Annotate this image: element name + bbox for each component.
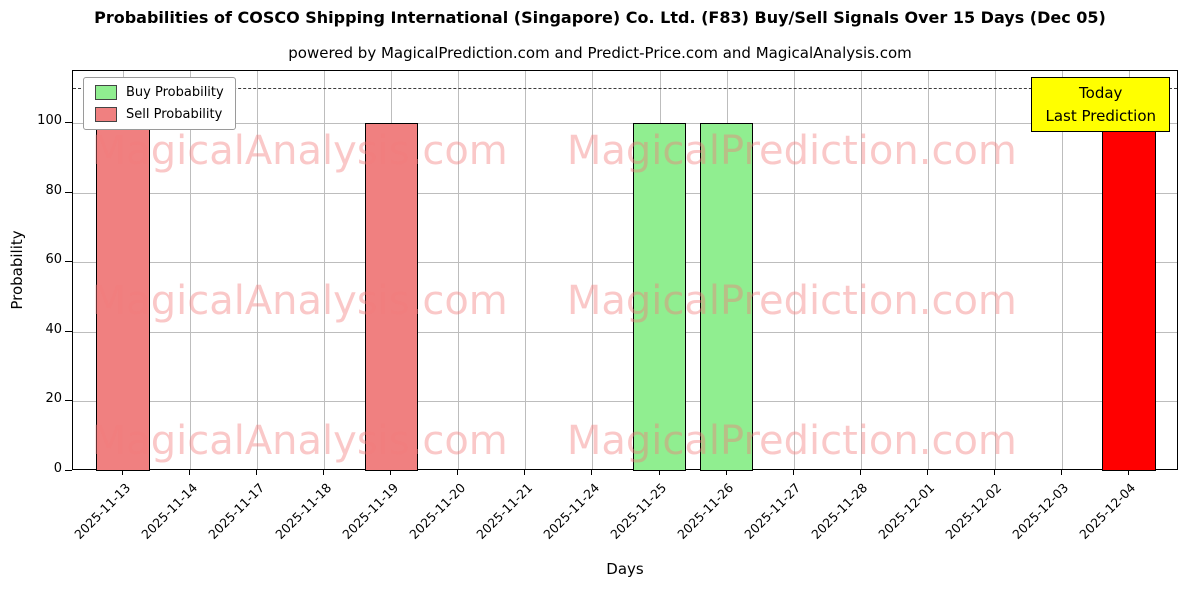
horizontal-gridline — [73, 331, 1177, 333]
y-tick-label: 80 — [45, 182, 62, 198]
x-tick-text: 2025-12-01 — [875, 480, 938, 542]
bar-2025-12-04 — [1101, 123, 1156, 471]
x-tick-text: 2025-11-13 — [70, 480, 133, 542]
x-tick-mark — [323, 470, 325, 475]
vertical-gridline — [592, 71, 594, 469]
horizontal-gridline — [73, 401, 1177, 403]
horizontal-gridline — [73, 262, 1177, 264]
x-axis-label: Days — [606, 560, 644, 578]
y-tick-label: 100 — [37, 113, 62, 129]
vertical-gridline — [257, 71, 259, 469]
x-tick-mark — [1127, 470, 1129, 475]
today-annotation-line1: Today — [1079, 84, 1123, 102]
y-tick-mark — [65, 191, 72, 193]
legend-swatch-sell — [95, 107, 117, 122]
y-tick-mark — [65, 400, 72, 402]
x-tick-text: 2025-11-24 — [540, 480, 603, 542]
vertical-gridline — [994, 71, 996, 469]
horizontal-gridline — [73, 192, 1177, 194]
vertical-gridline — [190, 71, 192, 469]
vertical-gridline — [860, 71, 862, 469]
legend-swatch-buy — [95, 85, 117, 100]
bar-2025-11-26 — [699, 123, 754, 471]
y-tick-label: 20 — [45, 391, 62, 407]
plot-area: Buy Probability Sell Probability Today L… — [72, 70, 1178, 471]
x-tick-mark — [256, 470, 258, 475]
horizontal-gridline — [73, 123, 1177, 125]
vertical-gridline — [525, 71, 527, 469]
today-annotation-line2: Last Prediction — [1045, 106, 1156, 125]
today-annotation: Today Last Prediction — [1031, 77, 1170, 132]
vertical-gridline — [1061, 71, 1063, 469]
y-tick-label: 40 — [45, 321, 62, 337]
legend-sell-label: Sell Probability — [126, 107, 223, 122]
chart-subtitle: powered by MagicalPrediction.com and Pre… — [288, 44, 912, 62]
x-tick-text: 2025-11-20 — [406, 480, 469, 542]
bar-2025-11-13 — [96, 123, 151, 471]
x-tick-text: 2025-11-26 — [674, 480, 737, 542]
x-tick-text: 2025-11-14 — [137, 480, 200, 542]
chart-title: Probabilities of COSCO Shipping Internat… — [94, 8, 1106, 27]
x-tick-mark — [993, 470, 995, 475]
y-tick-mark — [65, 122, 72, 124]
y-tick-label: 60 — [45, 252, 62, 268]
x-tick-mark — [591, 470, 593, 475]
vertical-gridline — [458, 71, 460, 469]
watermark-text: MagicalAnalysis.com — [91, 128, 508, 174]
x-tick-mark — [1060, 470, 1062, 475]
y-tick-label: 0 — [53, 461, 62, 476]
x-tick-text: 2025-11-28 — [808, 480, 871, 542]
watermark-text: MagicalAnalysis.com — [91, 278, 508, 324]
x-tick-text: 2025-11-25 — [607, 480, 670, 542]
legend-item-buy: Buy Probability — [95, 85, 224, 100]
x-tick-mark — [792, 470, 794, 475]
vertical-gridline — [324, 71, 326, 469]
x-tick-mark — [658, 470, 660, 475]
bar-2025-11-19 — [364, 123, 419, 471]
legend-item-sell: Sell Probability — [95, 107, 224, 122]
y-axis-label: Probability — [8, 230, 26, 310]
x-tick-mark — [524, 470, 526, 475]
x-tick-mark — [457, 470, 459, 475]
x-tick-mark — [725, 470, 727, 475]
threshold-dashed-line — [73, 88, 1177, 90]
legend: Buy Probability Sell Probability — [83, 77, 236, 130]
watermark-text: MagicalAnalysis.com — [91, 418, 508, 464]
y-tick-mark — [65, 330, 72, 332]
vertical-gridline — [927, 71, 929, 469]
x-tick-mark — [859, 470, 861, 475]
x-tick-text: 2025-12-02 — [942, 480, 1005, 542]
legend-buy-label: Buy Probability — [126, 85, 224, 100]
y-tick-mark — [65, 261, 72, 263]
x-tick-text: 2025-11-19 — [339, 480, 401, 542]
x-tick-text: 2025-11-17 — [204, 480, 267, 542]
x-tick-text: 2025-11-21 — [473, 480, 536, 542]
vertical-gridline — [793, 71, 795, 469]
x-tick-mark — [390, 470, 392, 475]
x-tick-text: 2025-11-18 — [271, 480, 334, 542]
x-tick-text: 2025-12-03 — [1009, 480, 1072, 542]
bar-2025-11-25 — [632, 123, 687, 471]
x-tick-mark — [122, 470, 124, 475]
x-tick-text: 2025-11-27 — [741, 480, 804, 542]
y-tick-mark — [65, 470, 72, 471]
x-tick-text: 2025-12-04 — [1076, 480, 1139, 542]
x-tick-mark — [926, 470, 928, 475]
x-tick-mark — [189, 470, 191, 475]
